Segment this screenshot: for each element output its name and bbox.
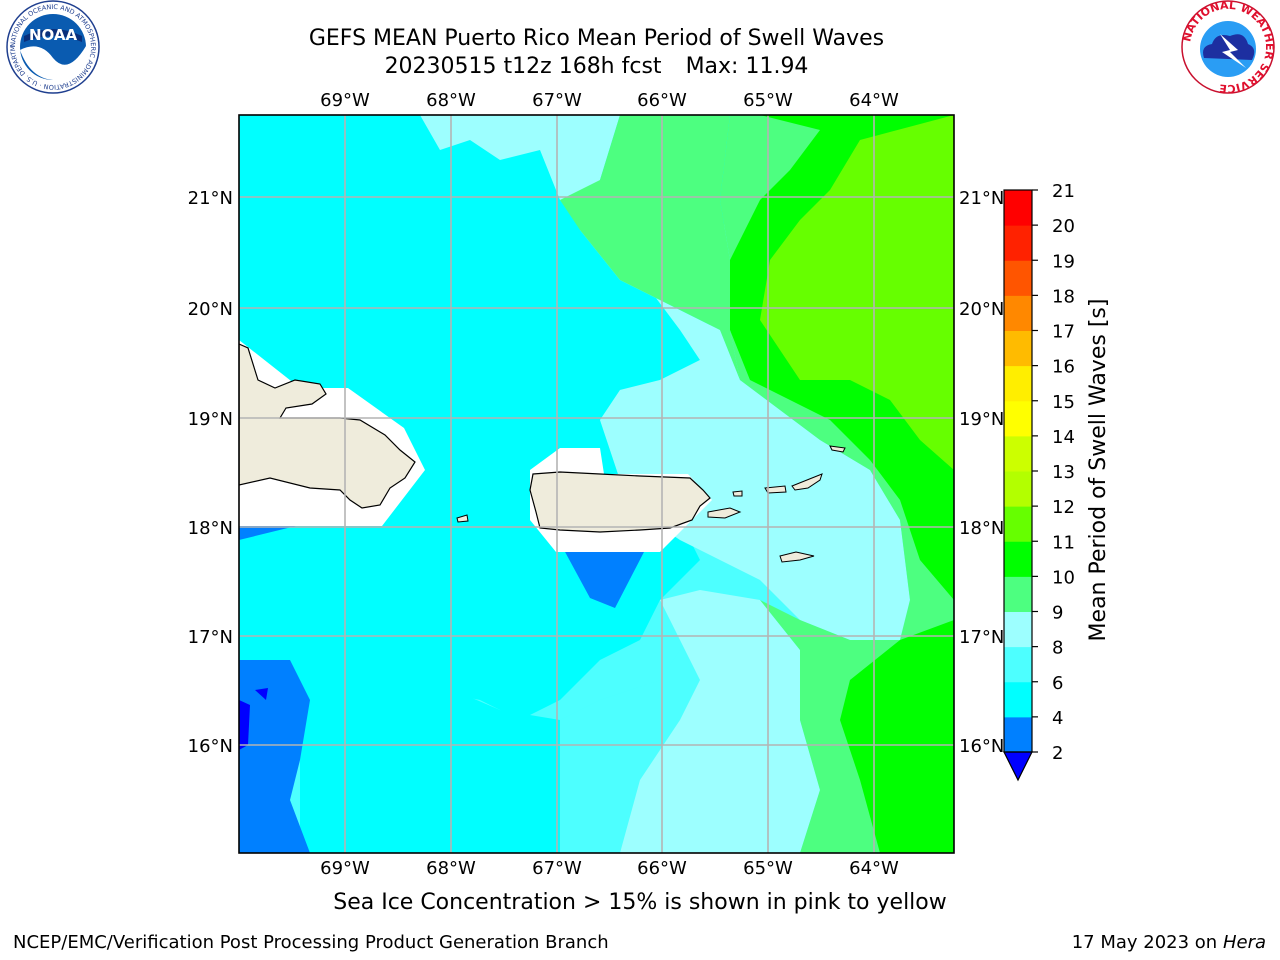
colorbar-tick-label: 2 — [1052, 743, 1063, 764]
lat-label: 18°N — [188, 518, 233, 539]
lat-label: 20°N — [188, 299, 233, 320]
colorbar-segment — [1004, 260, 1032, 296]
colorbar-segment — [1004, 716, 1032, 753]
colorbar-segment — [1004, 295, 1032, 331]
colorbar-extend-min — [1003, 751, 1033, 782]
lon-label: 69°W — [320, 858, 370, 879]
colorbar-segment — [1004, 330, 1032, 367]
lon-label: 68°W — [426, 858, 476, 879]
lon-label: 65°W — [743, 858, 793, 879]
lat-label: 19°N — [959, 409, 1004, 430]
lon-label: 68°W — [426, 90, 476, 111]
map-frame — [238, 114, 955, 854]
colorbar-segment — [1004, 646, 1032, 683]
lat-label: 18°N — [959, 518, 1004, 539]
chart-title: GEFS MEAN Puerto Rico Mean Period of Swe… — [308, 26, 885, 51]
colorbar-segment — [1004, 471, 1032, 507]
forecast-date: 20230515 t12z 168h fcst — [384, 54, 662, 79]
lon-label: 64°W — [849, 858, 899, 879]
swell-period-field — [239, 115, 954, 853]
machine-name: Hera — [1222, 932, 1266, 953]
nws-logo: NATIONAL WEATHER SERVICE — [1180, 0, 1276, 95]
colorbar-tick-label: 10 — [1052, 567, 1075, 588]
colorbar-tick-label: 13 — [1052, 462, 1075, 483]
lat-labels-right: 21°N 20°N 19°N 18°N 17°N 16°N — [959, 188, 1004, 757]
noaa-logo-text: NOAA — [29, 26, 78, 44]
colorbar-tick-label: 17 — [1052, 322, 1075, 343]
colorbar-tick-label: 20 — [1052, 216, 1075, 237]
colorbar-segment — [1004, 365, 1032, 402]
colorbar-tick-label: 12 — [1052, 497, 1075, 518]
lon-label: 65°W — [743, 90, 793, 111]
colorbar-segment — [1004, 681, 1032, 718]
colorbar-segment — [1004, 541, 1032, 577]
producer-credit: NCEP/EMC/Verification Post Processing Pr… — [13, 932, 609, 953]
colorbar-tick-label: 11 — [1052, 532, 1075, 553]
colorbar-segment — [1004, 611, 1032, 648]
colorbar-tick-label: 14 — [1052, 427, 1075, 448]
lon-label: 64°W — [849, 90, 899, 111]
chart-subtitle: 20230515 t12z 168h fcst Max: 11.94 — [0, 54, 1193, 79]
colorbar-tick-label: 18 — [1052, 286, 1075, 307]
sea-ice-note: Sea Ice Concentration > 15% is shown in … — [333, 890, 947, 915]
generation-date: 17 May 2023 on Hera — [1072, 932, 1266, 953]
lon-labels-bottom: 69°W 68°W 67°W 66°W 65°W 64°W — [320, 858, 899, 879]
colorbar: 2 4 6 8 9 10 11 12 13 14 15 16 17 18 19 20 21 — [1003, 181, 1075, 782]
colorbar-tick-label: 19 — [1052, 251, 1075, 272]
colorbar-segment — [1004, 506, 1032, 542]
colorbar-segment — [1004, 190, 1032, 226]
generation-date-text: 17 May 2023 on — [1071, 932, 1218, 953]
colorbar-segment — [1004, 576, 1032, 612]
lat-label: 17°N — [188, 627, 233, 648]
colorbar-tick-label: 21 — [1052, 181, 1075, 202]
lat-label: 16°N — [959, 736, 1004, 757]
lat-label: 20°N — [959, 299, 1004, 320]
hispaniola-land — [239, 343, 416, 509]
colorbar-tick-label: 15 — [1052, 392, 1075, 413]
colorbar-tick-label: 4 — [1052, 708, 1063, 729]
colorbar-tick-label: 8 — [1052, 638, 1063, 659]
lat-label: 21°N — [959, 188, 1004, 209]
lat-labels-left: 21°N 20°N 19°N 18°N 17°N 16°N — [188, 188, 233, 757]
lon-label: 66°W — [637, 858, 687, 879]
lon-labels-top: 69°W 68°W 67°W 66°W 65°W 64°W — [320, 90, 899, 111]
colorbar-label: Mean Period of Swell Waves [s] — [1086, 299, 1111, 642]
colorbar-segment — [1004, 435, 1032, 472]
max-value: Max: 11.94 — [685, 54, 809, 79]
lat-label: 17°N — [959, 627, 1004, 648]
colorbar-tick-label: 16 — [1052, 357, 1075, 378]
colorbar-tick-label: 9 — [1052, 603, 1063, 624]
lon-label: 67°W — [532, 90, 582, 111]
map-gridlines — [239, 115, 954, 853]
lon-label: 66°W — [637, 90, 687, 111]
noaa-logo: NATIONAL OCEANIC AND ATMOSPHERIC ADMINIS… — [0, 0, 100, 94]
lat-label: 19°N — [188, 409, 233, 430]
puerto-rico-land — [529, 471, 711, 533]
lon-label: 67°W — [532, 858, 582, 879]
colorbar-segment — [1004, 400, 1032, 437]
lon-label: 69°W — [320, 90, 370, 111]
lat-label: 21°N — [188, 188, 233, 209]
colorbar-tick-label: 6 — [1052, 673, 1063, 694]
lat-label: 16°N — [188, 736, 233, 757]
colorbar-segment — [1004, 225, 1032, 261]
